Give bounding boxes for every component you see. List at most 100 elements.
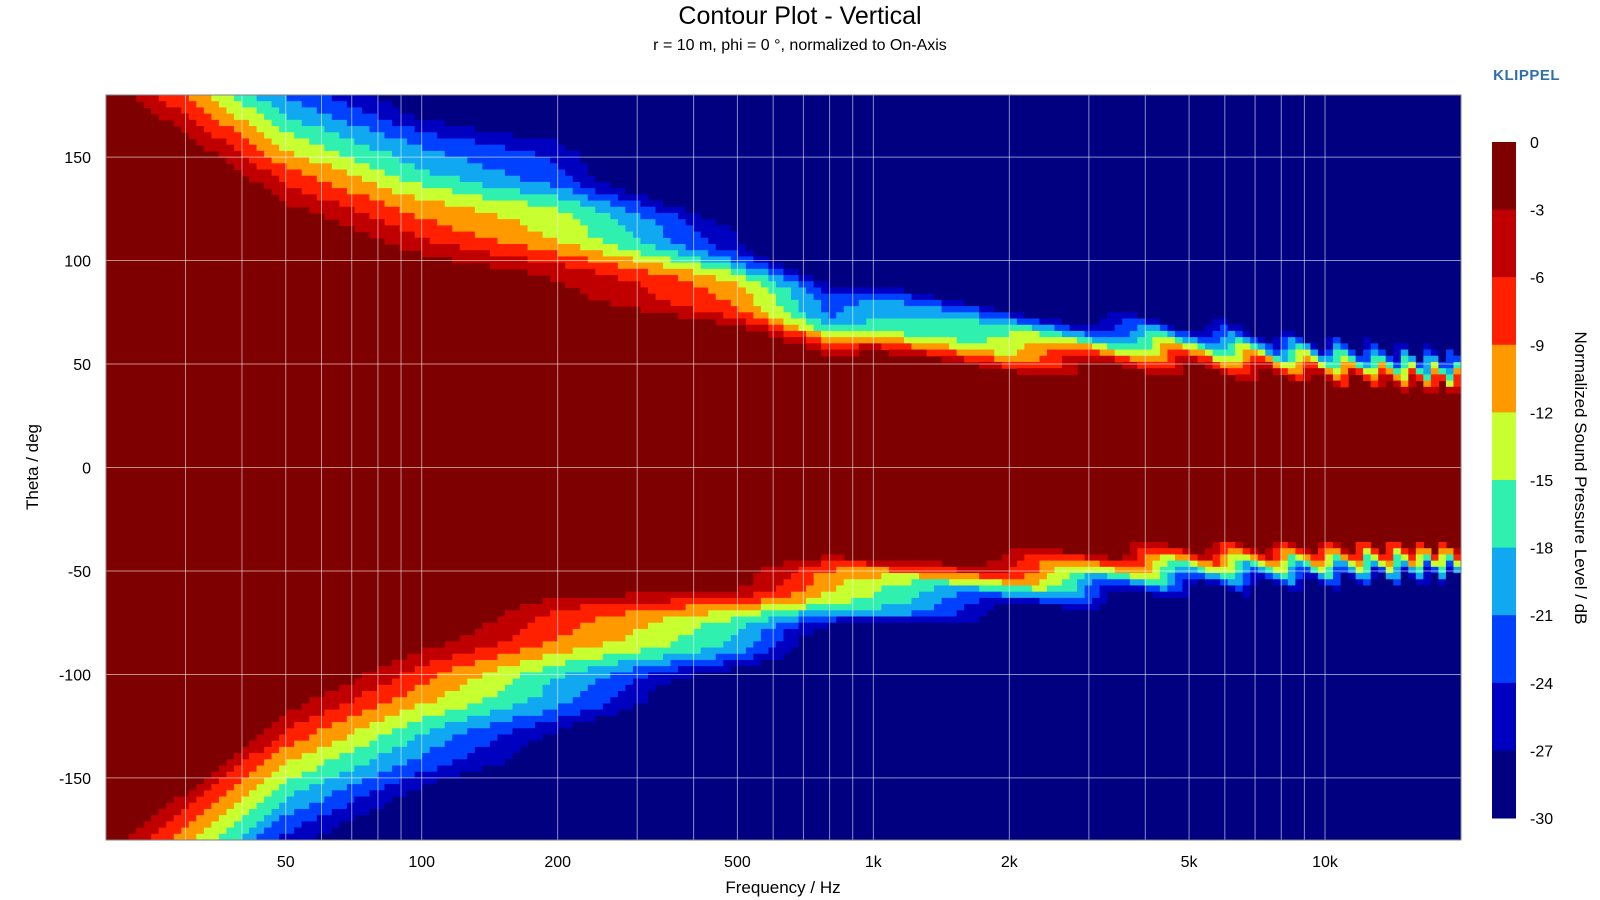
heatmap-cell	[888, 287, 898, 295]
heatmap-cell	[354, 746, 363, 767]
colorbar-tick-label: -6	[1530, 270, 1544, 287]
heatmap-cell	[1174, 554, 1184, 562]
heatmap-cell	[1250, 337, 1259, 344]
heatmap-cell	[1445, 554, 1455, 562]
heatmap-cell	[941, 312, 950, 320]
heatmap-cell	[452, 126, 461, 140]
heatmap-cell	[1024, 585, 1033, 593]
heatmap-cell	[911, 349, 920, 357]
heatmap-cell	[1423, 548, 1432, 556]
heatmap-cell	[233, 784, 243, 804]
heatmap-cell	[753, 324, 762, 332]
heatmap-cell	[760, 566, 770, 593]
heatmap-cell	[309, 175, 318, 195]
heatmap-cell	[557, 703, 566, 717]
heatmap-cell	[294, 759, 303, 779]
heatmap-cell	[1333, 542, 1342, 549]
heatmap-cell	[444, 95, 453, 127]
heatmap-cell	[678, 206, 687, 220]
heatmap-cell	[309, 194, 318, 214]
heatmap-cell	[836, 287, 845, 295]
heatmap-cell	[271, 821, 280, 840]
heatmap-cell	[745, 597, 754, 605]
heatmap-cell	[369, 808, 378, 840]
heatmap-cell	[745, 293, 754, 313]
heatmap-cell	[1257, 560, 1266, 568]
heatmap-cell	[504, 641, 514, 655]
heatmap-cell	[1348, 560, 1357, 568]
heatmap-cell	[354, 765, 363, 785]
heatmap-cell	[482, 672, 491, 698]
heatmap-cell	[527, 194, 536, 208]
heatmap-cell	[617, 691, 627, 711]
heatmap-cell	[663, 591, 672, 605]
heatmap-cell	[520, 181, 529, 195]
heatmap-cell	[1092, 324, 1101, 332]
heatmap-cell	[617, 616, 627, 642]
heatmap-cell	[512, 256, 521, 270]
heatmap-cell	[896, 318, 905, 332]
heatmap-cell	[264, 169, 273, 189]
heatmap-cell	[1190, 337, 1199, 344]
heatmap-cell	[700, 591, 709, 599]
heatmap-cell	[836, 337, 845, 344]
heatmap-cell	[474, 659, 483, 680]
heatmap-cell	[956, 306, 965, 313]
heatmap-cell	[745, 281, 754, 295]
heatmap-cell	[648, 672, 657, 692]
heatmap-cell	[738, 244, 747, 258]
heatmap-cell	[640, 678, 649, 705]
heatmap-cell	[459, 771, 468, 840]
heatmap-cell	[241, 746, 250, 760]
heatmap-cell	[1317, 95, 1327, 351]
heatmap-cell	[1092, 330, 1101, 338]
heatmap-cell	[903, 560, 913, 568]
heatmap-cell	[964, 343, 973, 351]
heatmap-cell	[203, 808, 212, 829]
heatmap-cell	[384, 150, 393, 177]
heatmap-cell	[1107, 579, 1116, 587]
heatmap-cell	[1016, 597, 1025, 605]
heatmap-cell	[535, 616, 544, 649]
heatmap-cell	[1400, 355, 1409, 369]
heatmap-cell	[1250, 573, 1259, 587]
heatmap-cell	[1423, 95, 1432, 344]
heatmap-cell	[1054, 337, 1063, 344]
heatmap-cell	[1423, 380, 1432, 388]
colorbar-segment	[1492, 480, 1516, 549]
heatmap-cell	[685, 616, 694, 636]
heatmap-cell	[1280, 349, 1289, 363]
heatmap-cell	[602, 256, 611, 264]
heatmap-cell	[452, 666, 461, 692]
heatmap-cell	[873, 293, 882, 301]
heatmap-cell	[1054, 343, 1063, 351]
heatmap-cell	[444, 740, 453, 767]
heatmap-cell	[1295, 337, 1304, 344]
heatmap-cell	[745, 324, 754, 332]
heatmap-cell	[550, 610, 559, 642]
heatmap-cell	[994, 312, 1003, 320]
heatmap-cell	[1438, 579, 1447, 587]
heatmap-cell	[753, 573, 762, 593]
heatmap-cell	[1430, 349, 1440, 357]
heatmap-cell	[971, 312, 980, 320]
heatmap-cell	[1212, 585, 1221, 840]
heatmap-cell	[1205, 95, 1214, 326]
heatmap-cell	[648, 622, 657, 649]
heatmap-cell	[715, 95, 724, 226]
heatmap-cell	[768, 647, 777, 661]
heatmap-cell	[1122, 573, 1131, 580]
heatmap-cell	[482, 765, 491, 840]
heatmap-cell	[1340, 361, 1349, 375]
heatmap-cell	[956, 355, 965, 363]
heatmap-cell	[504, 709, 514, 723]
heatmap-cell	[535, 250, 544, 264]
heatmap-cell	[1001, 591, 1010, 599]
heatmap-cell	[504, 132, 514, 152]
heatmap-cell	[971, 343, 980, 351]
heatmap-cell	[949, 355, 958, 363]
heatmap-cell	[806, 318, 815, 326]
heatmap-cell	[392, 697, 401, 717]
heatmap-cell	[791, 318, 800, 326]
heatmap-cell	[377, 684, 386, 705]
